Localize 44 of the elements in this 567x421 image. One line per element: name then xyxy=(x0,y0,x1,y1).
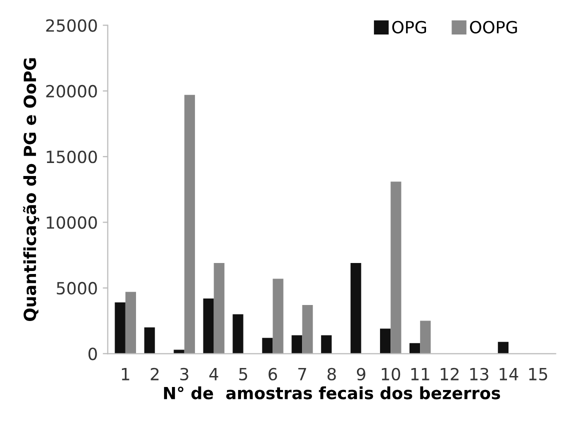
y-tick-label: 20000 xyxy=(46,84,97,98)
x-tick-label: 8 xyxy=(328,368,336,380)
x-tick-label: 11 xyxy=(411,368,430,380)
x-tick-label: 2 xyxy=(150,368,159,380)
bar xyxy=(214,263,224,354)
y-tick-label: 15000 xyxy=(46,150,97,164)
y-tick-label: 0 xyxy=(88,348,97,360)
x-tick-label: 15 xyxy=(529,368,548,380)
x-tick-label: 4 xyxy=(209,368,218,380)
bar xyxy=(409,343,420,354)
x-tick-label: 10 xyxy=(382,368,400,380)
y-tick-label: 10000 xyxy=(46,216,97,229)
bar xyxy=(232,314,244,354)
bar xyxy=(292,335,302,354)
bar xyxy=(380,328,391,354)
y-tick-label: 25000 xyxy=(46,19,97,32)
y-axis-title: Quantificação do PG e OoPG xyxy=(23,58,40,322)
y-tick-label: 5000 xyxy=(56,282,97,295)
legend-label: OOPG xyxy=(470,20,517,34)
bar xyxy=(174,350,184,354)
x-tick-label: 9 xyxy=(356,368,366,380)
bar xyxy=(390,182,402,354)
x-tick-label: 14 xyxy=(500,368,518,380)
x-tick-label: 5 xyxy=(239,368,248,380)
x-tick-label: 7 xyxy=(298,368,306,380)
bar xyxy=(272,278,284,354)
legend-label: OPG xyxy=(392,20,426,34)
x-tick-label: 12 xyxy=(440,368,459,380)
bar xyxy=(350,263,362,354)
bar xyxy=(498,342,509,354)
x-tick-label: 13 xyxy=(470,368,488,380)
x-tick-label: 6 xyxy=(268,368,278,380)
bar xyxy=(321,335,332,354)
x-tick-label: 3 xyxy=(180,368,188,380)
x-axis-title: N° de amostras fecais dos bezerros xyxy=(164,386,500,400)
bar xyxy=(420,320,431,354)
x-tick-label: 1 xyxy=(122,368,130,380)
bar xyxy=(302,305,313,354)
bar xyxy=(184,94,195,354)
bar xyxy=(262,338,273,354)
bar xyxy=(114,302,126,354)
bar xyxy=(203,298,214,354)
bar xyxy=(125,292,136,354)
bar xyxy=(144,327,155,354)
